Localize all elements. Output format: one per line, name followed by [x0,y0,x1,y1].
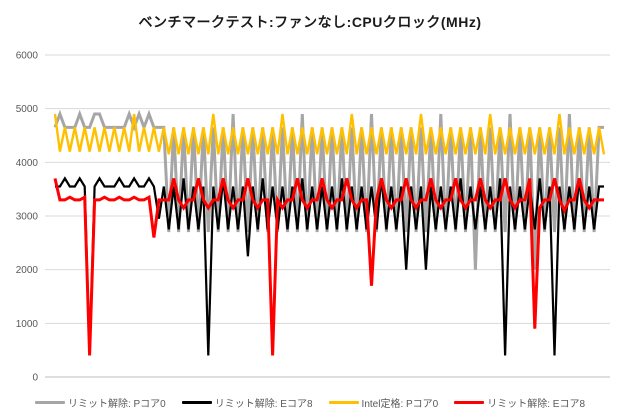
legend-item-yellow: Intel定格: Pコア0 [328,395,439,410]
chart-title: ベンチマークテスト:ファンなし:CPUクロック(MHz) [138,14,482,30]
legend-item-black: リミット解除: Eコア8 [181,395,313,410]
legend-line-swatch-black [181,401,212,404]
legend-line-swatch-red [454,401,485,404]
y-tick-label: 5000 [16,104,39,115]
y-tick-label: 1000 [16,319,39,330]
y-tick-label: 4000 [16,158,39,169]
chart-legend: リミット解除: Pコア0 リミット解除: Eコア8 Intel定格: Pコア0 … [0,395,620,410]
y-tick-label: 6000 [16,51,39,62]
y-tick-label: 0 [32,373,38,384]
legend-label: リミット解除: Pコア0 [67,399,166,410]
legend-line-swatch-gray [34,401,65,404]
series-line-2 [53,113,606,155]
legend-label: リミット解除: Eコア8 [487,399,586,410]
legend-item-gray: リミット解除: Pコア0 [34,395,166,410]
series-line-3 [53,178,604,356]
series-line-1 [55,176,604,356]
legend-label: Intel定格: Pコア0 [361,399,439,410]
y-tick-label: 2000 [16,265,39,276]
series-line-0 [53,109,604,270]
legend-line-swatch-yellow [328,401,359,404]
y-tick-label: 3000 [16,212,39,223]
legend-item-red: リミット解除: Eコア8 [454,395,585,410]
legend-label: リミット解除: Eコア8 [214,399,313,410]
